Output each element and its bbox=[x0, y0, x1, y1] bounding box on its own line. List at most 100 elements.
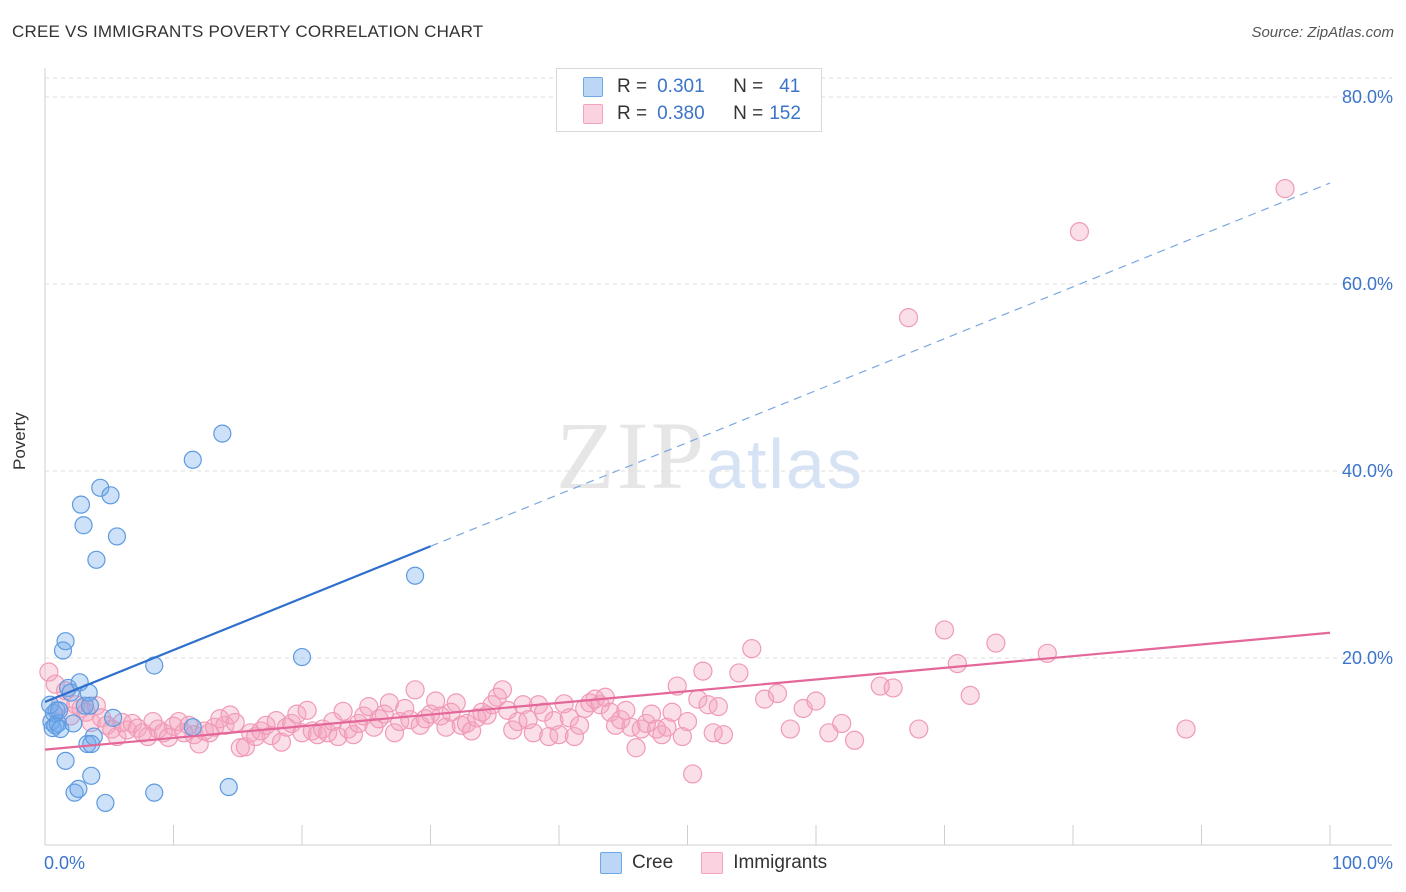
immigrants-point bbox=[806, 691, 826, 711]
immigrants-point bbox=[472, 702, 492, 722]
immigrants-point bbox=[883, 678, 903, 698]
grid-lines bbox=[45, 77, 1392, 659]
immigrants-point bbox=[819, 723, 839, 743]
immigrants-point bbox=[742, 639, 762, 659]
x-tick-label: 0.0% bbox=[44, 853, 85, 873]
immigrants-point bbox=[426, 691, 446, 711]
cree-point bbox=[56, 751, 75, 770]
cree-point bbox=[56, 632, 75, 651]
immigrants-point bbox=[708, 697, 728, 717]
watermark-zip: ZIP bbox=[556, 402, 706, 509]
immigrants-point bbox=[631, 719, 651, 739]
cree-point bbox=[213, 424, 232, 443]
immigrants-point bbox=[611, 710, 631, 730]
chart-title: CREE VS IMMIGRANTS POVERTY CORRELATION C… bbox=[12, 22, 484, 41]
immigrants-point bbox=[297, 700, 317, 720]
trend-lines bbox=[44, 182, 1331, 751]
y-tick-label: 80.0% bbox=[1342, 87, 1393, 107]
cree-point bbox=[145, 783, 164, 802]
legend-n-label: N = bbox=[733, 76, 764, 97]
immigrants-point bbox=[225, 712, 245, 733]
immigrants-point bbox=[672, 726, 692, 747]
cree-point bbox=[71, 495, 91, 514]
legend-r-value: 0.301 bbox=[657, 76, 705, 97]
immigrants-swatch bbox=[583, 104, 603, 124]
watermark: ZIPatlas bbox=[556, 400, 864, 511]
cree-point bbox=[91, 478, 110, 497]
cree-point bbox=[101, 486, 120, 505]
immigrants-point bbox=[934, 620, 955, 640]
legend-n-value: 152 bbox=[769, 103, 801, 124]
cree-trend-extension bbox=[430, 182, 1331, 547]
immigrants-point bbox=[436, 717, 456, 737]
immigrants-point bbox=[39, 662, 59, 682]
immigrants-point bbox=[605, 715, 626, 735]
series-legend: Cree Immigrants bbox=[600, 852, 855, 874]
cree-swatch bbox=[600, 852, 622, 874]
immigrants-point bbox=[1275, 179, 1295, 199]
immigrants-point bbox=[492, 680, 513, 700]
immigrants-point bbox=[169, 711, 189, 732]
legend-item-immigrants: Immigrants bbox=[701, 852, 827, 874]
cree-point bbox=[64, 714, 83, 733]
cree-point bbox=[80, 696, 100, 715]
immigrants-point bbox=[960, 685, 980, 706]
immigrants-point bbox=[898, 308, 919, 328]
cree-point bbox=[107, 527, 127, 546]
cree-points bbox=[41, 424, 425, 813]
cree-point bbox=[82, 766, 101, 785]
immigrants-point bbox=[947, 654, 967, 674]
y-tick-label: 40.0% bbox=[1342, 461, 1393, 481]
legend-n-label: N = bbox=[733, 103, 764, 124]
immigrants-point bbox=[844, 730, 865, 750]
immigrants-point bbox=[210, 709, 230, 729]
cree-point bbox=[87, 550, 106, 569]
legend-row-cree: R = 0.301 N = 41 bbox=[583, 75, 800, 99]
immigrants-point bbox=[569, 715, 590, 735]
source-label: Source: ZipAtlas.com bbox=[1251, 24, 1394, 41]
immigrants-points bbox=[39, 179, 1295, 784]
cree-point bbox=[292, 647, 312, 667]
immigrants-point bbox=[261, 726, 281, 746]
tick-labels: 20.0% 40.0% 60.0% 80.0% 0.0% 100.0% bbox=[44, 87, 1393, 873]
immigrants-point bbox=[431, 706, 451, 726]
immigrants-trend-line bbox=[44, 631, 1331, 751]
immigrants-point bbox=[384, 723, 405, 743]
cree-point bbox=[183, 718, 202, 737]
cree-point bbox=[405, 566, 425, 585]
immigrants-point bbox=[986, 633, 1006, 653]
watermark-atlas: atlas bbox=[706, 425, 864, 503]
immigrants-point bbox=[767, 683, 788, 704]
immigrants-point bbox=[549, 725, 569, 745]
immigrants-swatch bbox=[701, 852, 724, 874]
immigrants-point bbox=[693, 661, 713, 681]
immigrants-point bbox=[713, 725, 734, 745]
cree-point bbox=[104, 708, 123, 727]
cree-point bbox=[50, 701, 69, 720]
y-tick-label: 60.0% bbox=[1342, 274, 1393, 294]
legend-r-value: 0.380 bbox=[657, 103, 705, 124]
immigrants-point bbox=[271, 732, 292, 752]
legend-n-value: 41 bbox=[779, 76, 801, 97]
legend-immigrants-label: Immigrants bbox=[733, 852, 828, 873]
immigrants-point bbox=[564, 726, 585, 747]
y-tick-label: 20.0% bbox=[1342, 648, 1393, 668]
cree-point bbox=[219, 777, 238, 797]
immigrants-point bbox=[626, 738, 646, 758]
immigrants-point bbox=[1069, 222, 1090, 242]
legend-r-label: R = bbox=[617, 103, 648, 124]
immigrants-point bbox=[338, 719, 358, 739]
immigrants-point bbox=[523, 723, 543, 743]
immigrants-point bbox=[616, 700, 636, 720]
immigrants-point bbox=[657, 717, 677, 737]
immigrants-point bbox=[677, 711, 698, 732]
immigrants-point bbox=[446, 693, 466, 713]
cree-point bbox=[183, 450, 202, 469]
correlation-legend: R = 0.301 N = 41 R = 0.380 N = 152 bbox=[556, 68, 822, 132]
immigrants-point bbox=[662, 702, 682, 722]
cree-point bbox=[96, 793, 115, 813]
immigrants-point bbox=[729, 663, 749, 683]
cree-trend-line bbox=[44, 545, 431, 703]
immigrants-point bbox=[328, 726, 348, 747]
